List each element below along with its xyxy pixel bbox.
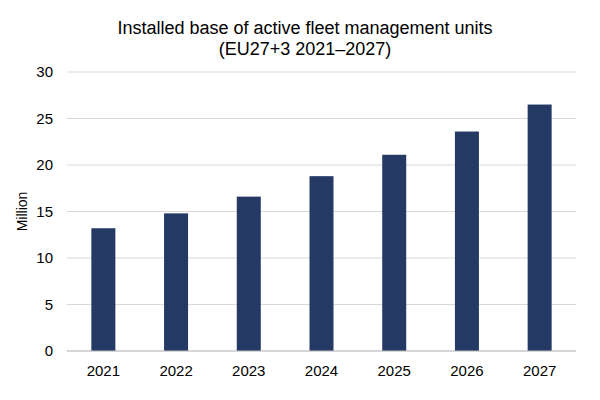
grid-line: [67, 165, 576, 166]
bar: [382, 155, 406, 351]
grid-line: [67, 118, 576, 119]
background: [0, 0, 600, 400]
x-tick-label: 2023: [232, 362, 265, 379]
bar: [455, 132, 479, 351]
y-tick-label: 15: [36, 203, 53, 220]
y-tick-label: 0: [45, 342, 53, 359]
x-axis-line: [67, 351, 576, 352]
bar: [91, 228, 115, 351]
chart-title: Installed base of active fleet managemen…: [117, 18, 492, 59]
bar: [528, 105, 552, 351]
x-tick-label: 2021: [87, 362, 120, 379]
bars: [91, 105, 551, 351]
bar: [164, 213, 188, 351]
grid-line: [67, 351, 576, 352]
chart-svg: Installed base of active fleet managemen…: [0, 0, 600, 400]
y-tick-label: 30: [36, 63, 53, 80]
grid-line: [67, 72, 576, 73]
y-axis-label: Million: [14, 192, 30, 232]
bar: [310, 176, 334, 351]
bar: [237, 197, 261, 351]
y-tick-label: 20: [36, 156, 53, 173]
y-tick-label: 5: [45, 296, 53, 313]
y-tick-label: 25: [36, 110, 53, 127]
x-tick-label: 2025: [378, 362, 411, 379]
y-tick-label: 10: [36, 249, 53, 266]
title-line: (EU27+3 2021–2027): [219, 39, 392, 59]
x-tick-label: 2026: [450, 362, 483, 379]
x-tick-label: 2027: [523, 362, 556, 379]
title-line: Installed base of active fleet managemen…: [117, 18, 492, 38]
x-tick-label: 2022: [159, 362, 192, 379]
x-tick-label: 2024: [305, 362, 338, 379]
chart-container: Installed base of active fleet managemen…: [0, 0, 600, 400]
